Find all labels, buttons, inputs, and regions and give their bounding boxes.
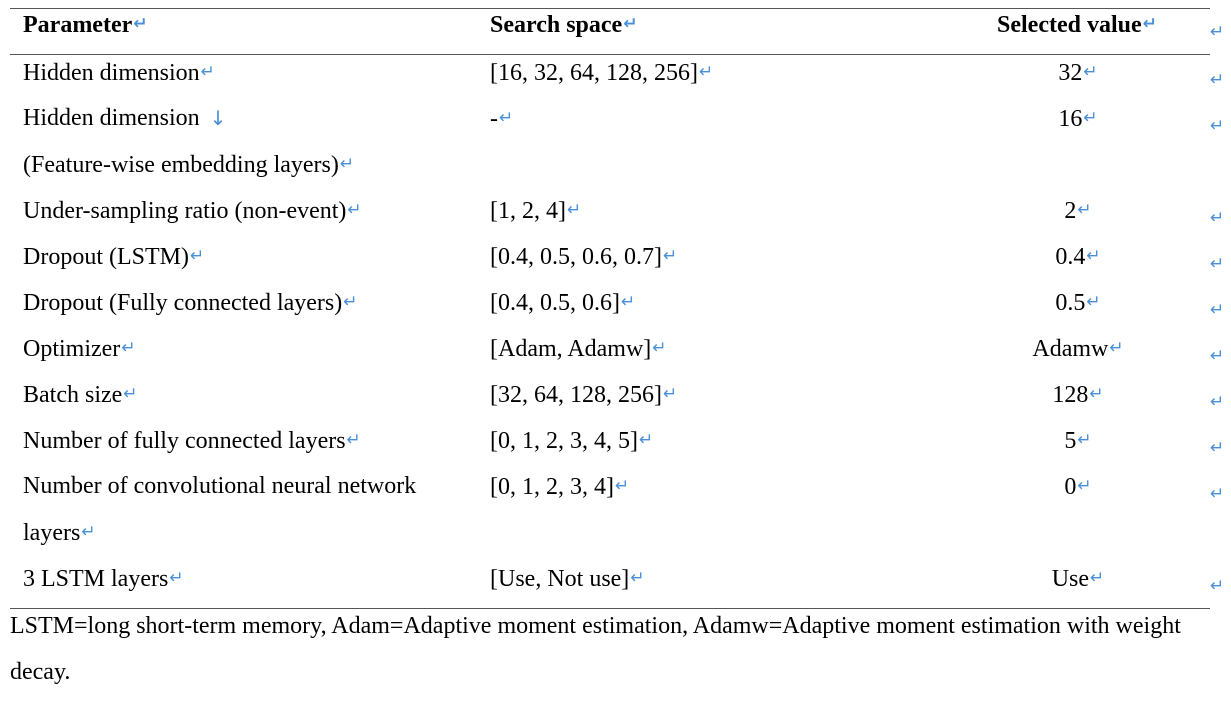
return-arrow-icon: ↵ xyxy=(1077,430,1092,450)
return-arrow-icon: ↵ xyxy=(1086,246,1101,266)
return-arrow-icon: ↵ xyxy=(652,338,667,358)
return-arrow-icon: ↵ xyxy=(1210,116,1225,136)
cell-search-space: [0, 1, 2, 3, 4]↵ xyxy=(490,471,629,502)
return-arrow-icon: ↵ xyxy=(1210,300,1225,320)
table-top-rule xyxy=(10,8,1210,9)
return-arrow-icon: ↵ xyxy=(1210,392,1225,412)
return-arrow-icon: ↵ xyxy=(620,292,636,312)
return-arrow-icon: ↵ xyxy=(566,200,582,220)
cell-parameter: Hidden dimension ↓ xyxy=(23,105,227,131)
cell-parameter: Dropout (Fully connected layers)↵ xyxy=(23,287,358,318)
return-arrow-icon: ↵ xyxy=(1210,484,1225,504)
cell-parameter: Optimizer↵ xyxy=(23,333,136,364)
cell-parameter: Number of convolutional neural network xyxy=(23,473,417,499)
return-arrow-icon: ↵ xyxy=(1210,438,1225,458)
return-arrow-icon: ↵ xyxy=(339,154,355,174)
cell-search-space: [0.4, 0.5, 0.6, 0.7]↵ xyxy=(490,241,677,272)
cell-parameter: Under-sampling ratio (non-event)↵ xyxy=(23,195,362,226)
return-arrow-icon: ↵ xyxy=(614,476,630,496)
cell-selected-value: Use↵ xyxy=(1018,563,1138,594)
return-arrow-icon: ↵ xyxy=(1210,70,1225,90)
return-arrow-icon: ↵ xyxy=(623,14,638,34)
return-arrow-icon: ↵ xyxy=(662,384,678,404)
cell-selected-value: 0↵ xyxy=(1018,471,1138,502)
return-arrow-icon: ↵ xyxy=(189,246,205,266)
return-arrow-icon: ↵ xyxy=(1089,384,1104,404)
return-arrow-icon: ↵ xyxy=(1077,476,1092,496)
return-arrow-icon: ↵ xyxy=(133,14,148,34)
table-footnote: LSTM=long short-term memory, Adam=Adapti… xyxy=(10,613,1181,685)
return-arrow-icon: ↵ xyxy=(121,338,136,358)
cell-selected-value: Adamw↵ xyxy=(1018,333,1138,364)
return-arrow-icon: ↵ xyxy=(346,430,361,450)
cell-selected-value: 16↵ xyxy=(1018,103,1138,134)
return-arrow-icon: ↵ xyxy=(1083,62,1098,82)
cell-parameter: Number of fully connected layers↵ xyxy=(23,425,361,456)
cell-selected-value: 5↵ xyxy=(1018,425,1138,456)
return-arrow-icon: ↵ xyxy=(169,568,184,588)
return-arrow-icon: ↵ xyxy=(1090,568,1105,588)
return-arrow-icon: ↵ xyxy=(698,62,714,82)
table-bottom-rule xyxy=(10,608,1210,609)
down-arrow-icon: ↓ xyxy=(209,106,227,130)
return-arrow-icon: ↵ xyxy=(1210,254,1225,274)
cell-search-space: [Use, Not use]↵ xyxy=(490,563,645,594)
return-arrow-icon: ↵ xyxy=(1077,200,1092,220)
header-parameter: Parameter↵ xyxy=(23,9,148,40)
return-arrow-icon: ↵ xyxy=(1210,346,1225,366)
return-arrow-icon: ↵ xyxy=(1086,292,1101,312)
return-arrow-icon: ↵ xyxy=(662,246,678,266)
cell-parameter-continued: layers↵ xyxy=(23,517,96,548)
header-selected-value: Selected value↵ xyxy=(997,9,1157,40)
return-arrow-icon: ↵ xyxy=(81,522,96,542)
cell-parameter: Dropout (LSTM)↵ xyxy=(23,241,204,272)
cell-selected-value: 128↵ xyxy=(1018,379,1138,410)
cell-selected-value: 32↵ xyxy=(1018,57,1138,88)
return-arrow-icon: ↵ xyxy=(1210,576,1225,596)
return-arrow-icon: ↵ xyxy=(1210,22,1225,42)
return-arrow-icon: ↵ xyxy=(1210,208,1225,228)
cell-search-space: [Adam, Adamw]↵ xyxy=(490,333,667,364)
cell-search-space: -↵ xyxy=(490,103,513,134)
cell-search-space: [32, 64, 128, 256]↵ xyxy=(490,379,677,410)
cell-parameter: Hidden dimension↵ xyxy=(23,57,215,88)
cell-selected-value: 0.4↵ xyxy=(1018,241,1138,272)
cell-parameter-continued: (Feature-wise embedding layers)↵ xyxy=(23,149,354,180)
return-arrow-icon: ↵ xyxy=(499,108,514,128)
cell-search-space: [1, 2, 4]↵ xyxy=(490,195,581,226)
return-arrow-icon: ↵ xyxy=(200,62,215,82)
cell-parameter: 3 LSTM layers↵ xyxy=(23,563,184,594)
header-search-space: Search space↵ xyxy=(490,9,637,40)
cell-search-space: [0.4, 0.5, 0.6]↵ xyxy=(490,287,635,318)
return-arrow-icon: ↵ xyxy=(347,200,362,220)
return-arrow-icon: ↵ xyxy=(1109,338,1124,358)
return-arrow-icon: ↵ xyxy=(123,384,138,404)
return-arrow-icon: ↵ xyxy=(1142,14,1157,34)
return-arrow-icon: ↵ xyxy=(630,568,645,588)
table-header-rule xyxy=(10,54,1210,55)
return-arrow-icon: ↵ xyxy=(1083,108,1098,128)
cell-parameter: Batch size↵ xyxy=(23,379,138,410)
cell-search-space: [16, 32, 64, 128, 256]↵ xyxy=(490,57,713,88)
cell-search-space: [0, 1, 2, 3, 4, 5]↵ xyxy=(490,425,653,456)
return-arrow-icon: ↵ xyxy=(638,430,654,450)
cell-selected-value: 0.5↵ xyxy=(1018,287,1138,318)
cell-selected-value: 2↵ xyxy=(1018,195,1138,226)
return-arrow-icon: ↵ xyxy=(343,292,358,312)
